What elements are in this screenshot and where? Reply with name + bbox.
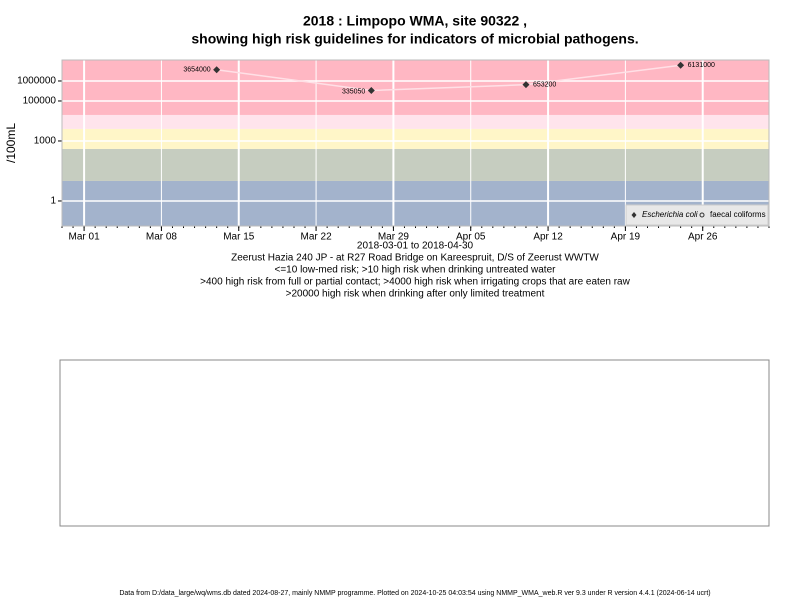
data-label: 653200 — [533, 82, 556, 89]
data-label: 335050 — [342, 88, 365, 95]
chart-subtitle: showing high risk guidelines for indicat… — [191, 31, 638, 47]
data-label: 6131000 — [688, 62, 715, 69]
x-tick-label: Mar 29 — [378, 232, 410, 243]
footer: Data from D:/data_large/wq/wms.db dated … — [119, 590, 710, 597]
legend-box — [625, 204, 769, 226]
x-tick-label: Apr 12 — [533, 232, 563, 243]
chart-title: 2018 : Limpopo WMA, site 90322 , — [303, 13, 527, 29]
y-tick-label: 1000000 — [17, 76, 56, 87]
x-tick-label: Mar 22 — [301, 232, 333, 243]
legend-label: Escherichia coli — [642, 210, 698, 219]
series-line — [216, 64, 681, 92]
plot-frame — [61, 59, 770, 227]
y-axis-label: /100mL — [4, 123, 18, 163]
note: >20000 high risk when drinking after onl… — [286, 289, 545, 300]
y-tick-label: 1000 — [34, 136, 57, 147]
data-point — [522, 81, 530, 89]
data-label: 3654000 — [183, 67, 210, 74]
x-tick-label: Apr 26 — [688, 232, 718, 243]
y-tick-label: 100000 — [23, 96, 57, 107]
x-tick-label: Mar 15 — [223, 232, 255, 243]
legend-marker — [631, 212, 637, 218]
risk-band — [62, 128, 769, 149]
legend-marker — [699, 212, 705, 218]
data-point — [367, 86, 375, 94]
x-axis-label: 2018-03-01 to 2018-04-30 — [357, 241, 474, 252]
note: Zeerust Hazia 240 JP - at R27 Road Bridg… — [231, 253, 599, 264]
y-tick-label: 1 — [50, 196, 56, 207]
legend: Escherichia coli faecal coliforms — [625, 204, 769, 226]
note: <=10 low-med risk; >10 high risk when dr… — [275, 265, 557, 276]
x-tick-label: Apr 19 — [611, 232, 641, 243]
x-tick-label: Mar 08 — [146, 232, 178, 243]
empty-panel — [59, 359, 770, 527]
legend-label: faecal coliforms — [710, 210, 766, 219]
data-point — [213, 66, 221, 74]
note: >400 high risk from full or partial cont… — [200, 277, 630, 288]
risk-band — [62, 114, 769, 129]
x-tick-label: Apr 05 — [456, 232, 486, 243]
risk-band — [62, 148, 769, 181]
x-tick-label: Mar 01 — [69, 232, 101, 243]
data-point — [677, 61, 685, 69]
risk-band — [62, 60, 769, 115]
